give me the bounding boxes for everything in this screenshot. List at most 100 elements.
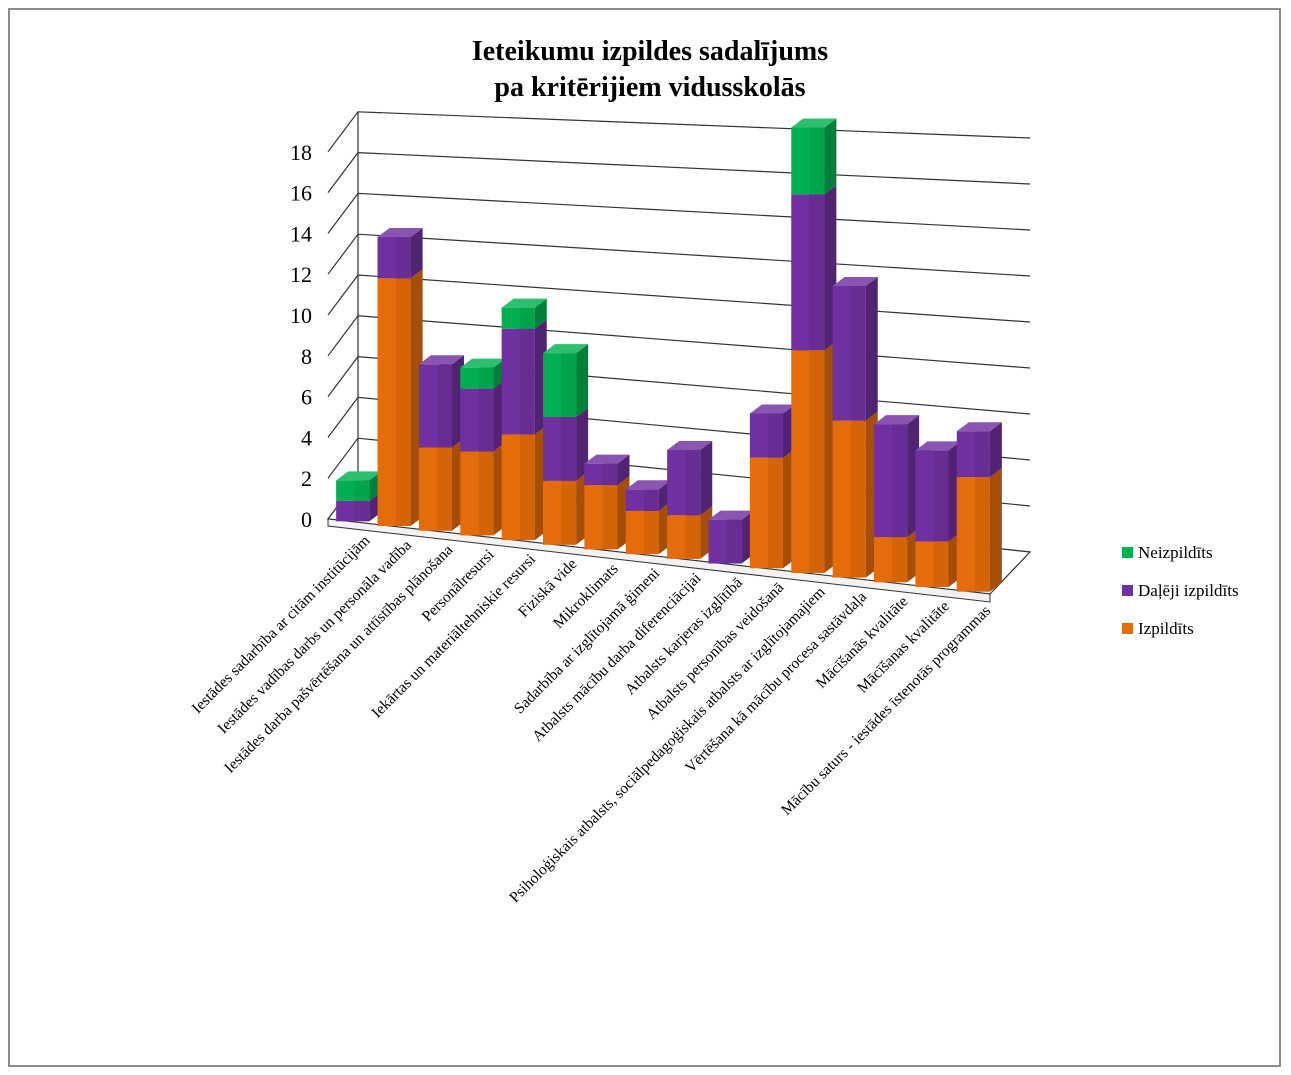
bar-segment <box>874 528 920 583</box>
bar-shade <box>395 278 411 527</box>
legend: Neizpildīts Daļēji izpildīts Izpildīts <box>1122 543 1239 638</box>
bar-top <box>460 358 506 368</box>
y-tick-label: 10 <box>290 303 312 328</box>
bar-top <box>501 298 547 308</box>
bar-segment <box>543 471 589 545</box>
bar-shade <box>892 537 908 583</box>
bar-shade <box>437 447 452 531</box>
bar-shade <box>519 434 535 541</box>
bar-side <box>576 408 589 481</box>
legend-swatch <box>1122 623 1133 634</box>
category-label: Iekārtas un materiāltehniskie resursi <box>368 550 539 721</box>
bar-top <box>874 415 920 425</box>
bar-segment <box>584 454 630 486</box>
bar-side <box>576 344 589 418</box>
bar-side <box>824 118 837 195</box>
legend-swatch <box>1122 547 1133 558</box>
bar-side <box>989 422 1002 478</box>
gridline <box>327 151 1031 193</box>
bar-segment <box>874 415 920 538</box>
y-tick-label: 12 <box>290 262 312 287</box>
legend-swatch <box>1122 585 1133 596</box>
bar-segment <box>377 269 423 527</box>
chart-title-line-2: pa kritērijiem vidusskolās <box>494 72 805 103</box>
bar-shade <box>809 350 825 573</box>
y-tick-label: 0 <box>301 507 312 532</box>
bar-top <box>418 355 464 365</box>
bar-shade <box>354 480 370 501</box>
bar-side <box>534 298 547 329</box>
y-tick-label: 4 <box>301 425 312 450</box>
bar-side <box>410 228 423 279</box>
bar-side <box>700 440 713 516</box>
bar-segment <box>501 298 547 329</box>
bar-shade <box>974 477 990 592</box>
bar-shade <box>643 510 659 555</box>
bar-segment <box>708 510 754 564</box>
y-tick-label: 14 <box>290 221 312 246</box>
bar-segment <box>749 448 795 569</box>
bar-top <box>667 440 713 450</box>
y-tick-label: 18 <box>290 140 312 165</box>
chart-frame: Ieteikumu izpildes sadalījums pa kritēri… <box>8 8 1281 1067</box>
gridline <box>327 111 1031 153</box>
gridline <box>327 192 1031 234</box>
bar-segment <box>791 118 837 195</box>
y-tick-label: 2 <box>301 466 312 491</box>
bar-segment <box>460 379 506 452</box>
bar-side <box>989 468 1002 592</box>
bar-top <box>377 228 423 238</box>
y-axis-ticks: 0 2 4 6 8 10 12 14 16 18 <box>290 140 312 532</box>
legend-label: Daļēji izpildīts <box>1138 581 1239 600</box>
bar-segment <box>501 319 547 435</box>
bar-top <box>336 471 382 481</box>
bar-shade <box>395 237 411 279</box>
bar-segment <box>832 276 878 421</box>
legend-label: Neizpildīts <box>1138 543 1213 562</box>
bar-segment <box>543 408 589 481</box>
bar-shade <box>561 353 577 418</box>
floor-edge <box>327 518 991 603</box>
category-label: Psiholoģiskais atbalsts, sociālpedagoģis… <box>506 584 829 907</box>
bars <box>336 118 1002 592</box>
bar-side <box>617 454 630 486</box>
bar-top <box>956 422 1002 432</box>
bar-shade <box>437 364 452 448</box>
bar-shade <box>519 328 535 435</box>
bar-segment <box>418 355 464 448</box>
bar-shade <box>478 388 494 452</box>
bar-segment <box>460 358 506 389</box>
bar-segment <box>915 532 961 587</box>
bar-segment <box>791 341 837 573</box>
chart-svg: Ieteikumu izpildes sadalījums pa kritēri… <box>189 36 1239 907</box>
bar-shade <box>519 307 535 329</box>
bar-segment <box>543 344 589 418</box>
bar-shade <box>561 480 577 545</box>
bar-shade <box>892 424 908 538</box>
bar-shade <box>478 451 494 536</box>
bar-top <box>625 480 671 490</box>
bar-shade <box>354 500 370 522</box>
bar-side <box>865 276 878 421</box>
y-tick-label: 8 <box>301 344 312 369</box>
bar-segment <box>584 476 630 550</box>
bar-top <box>791 118 837 128</box>
y-tick-label: 6 <box>301 385 312 410</box>
bar-shade <box>933 541 949 587</box>
bar-segment <box>791 185 837 351</box>
bar-shade <box>768 413 783 458</box>
category-label: Iestādes sadarbība ar citām institūcijām <box>189 532 374 717</box>
bar-segment <box>418 438 464 531</box>
legend-label: Izpildīts <box>1138 619 1194 638</box>
bar-shade <box>768 457 783 569</box>
bar-segment <box>501 425 547 541</box>
bar-top <box>708 510 754 520</box>
chart-title-line-1: Ieteikumu izpildes sadalījums <box>472 36 828 67</box>
y-tick-label: 16 <box>290 181 312 206</box>
bar-shade <box>561 417 577 481</box>
bar-shade <box>602 485 618 550</box>
bar-segment <box>667 440 713 516</box>
bar-shade <box>933 450 949 542</box>
bar-shade <box>685 449 701 516</box>
bar-shade <box>809 127 825 195</box>
